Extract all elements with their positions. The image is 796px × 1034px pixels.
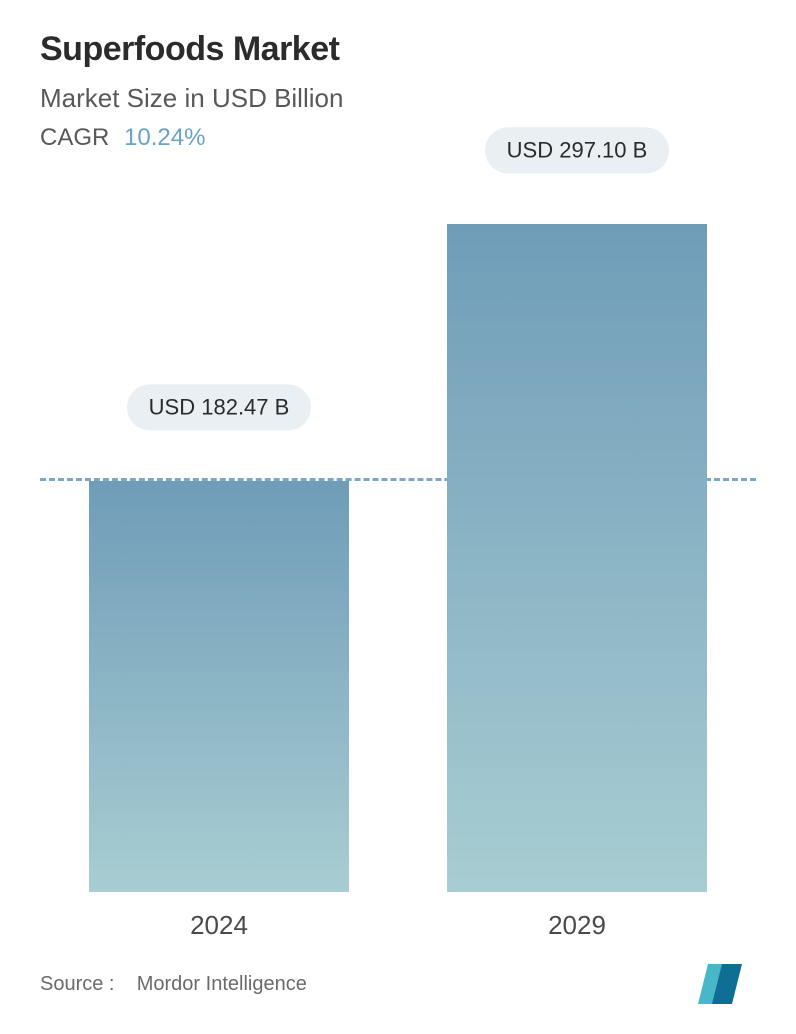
mordor-logo-icon xyxy=(686,962,756,1006)
cagr-label: CAGR xyxy=(40,124,109,151)
chart-footer: Source : Mordor Intelligence xyxy=(40,962,756,1006)
bar xyxy=(89,481,349,892)
value-pill: USD 182.47 B xyxy=(127,385,312,431)
x-axis-label: 2024 xyxy=(69,910,369,941)
chart-title: Superfoods Market xyxy=(40,30,756,69)
bars-row: USD 182.47 B USD 297.10 B xyxy=(40,172,756,892)
source-text: Source : Mordor Intelligence xyxy=(40,973,307,996)
bar-slot: USD 297.10 B xyxy=(427,172,727,892)
bar-slot: USD 182.47 B xyxy=(69,172,369,892)
x-axis-labels: 2024 2029 xyxy=(40,910,756,941)
bar xyxy=(447,224,707,892)
chart-area: USD 182.47 B USD 297.10 B xyxy=(40,172,756,892)
x-axis-label: 2029 xyxy=(427,910,727,941)
source-name: Mordor Intelligence xyxy=(137,973,307,995)
cagr-value: 10.24% xyxy=(124,124,205,151)
source-label: Source : xyxy=(40,973,114,995)
value-pill: USD 297.10 B xyxy=(485,127,670,173)
chart-subtitle: Market Size in USD Billion xyxy=(40,83,756,114)
